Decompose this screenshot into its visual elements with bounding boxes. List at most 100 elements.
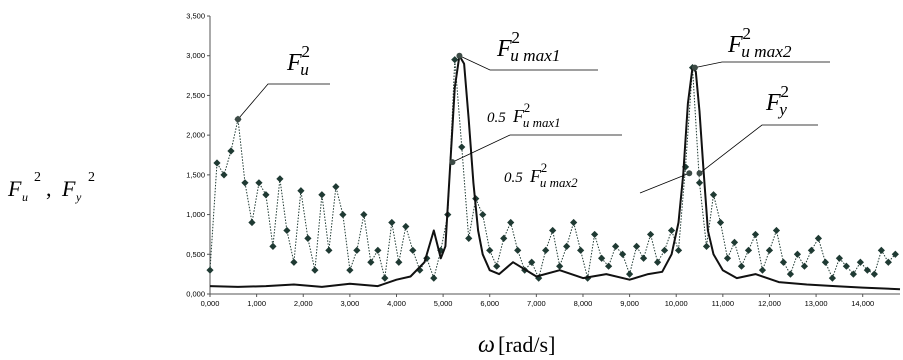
annotation-fy: Fy2	[696, 82, 818, 177]
x-tick-label: 7,000	[527, 299, 546, 308]
data-point-fu	[402, 222, 410, 231]
data-point-fu	[339, 210, 347, 219]
annotation-leader	[459, 55, 598, 71]
annotation-marker	[456, 52, 463, 59]
annotation-sub: u max2	[540, 175, 578, 190]
y-label-base1: F	[7, 176, 22, 201]
data-point-fu	[535, 274, 543, 282]
annotation-sup: 2	[541, 160, 547, 175]
data-point-fu	[542, 246, 550, 254]
annotation-leader	[452, 134, 622, 163]
y-axis-label: F u 2 , F y 2	[7, 170, 95, 204]
data-point-fu	[863, 266, 871, 274]
data-point-fu	[318, 191, 326, 199]
annotation-base: F	[529, 166, 542, 186]
data-point-fu	[619, 250, 627, 258]
annotation-base: F	[512, 106, 525, 126]
data-point-fu	[884, 258, 892, 266]
annotation-base: F	[727, 32, 743, 58]
data-point-fu	[632, 242, 641, 250]
data-point-fu	[241, 179, 249, 187]
annotation-sub: y	[777, 100, 787, 119]
data-point-fu	[311, 266, 319, 274]
data-point-fu	[248, 218, 256, 227]
data-point-fu	[577, 246, 585, 254]
data-point-fu	[891, 250, 899, 258]
x-tick-label: 14,000	[851, 299, 874, 308]
data-point-fu	[486, 246, 494, 254]
x-tick-label: 12,000	[758, 299, 781, 308]
annotation-sub: u max1	[510, 46, 560, 65]
data-point-fu	[639, 254, 648, 262]
data-point-fu	[667, 226, 676, 235]
data-point-fu	[716, 218, 725, 227]
x-tick-label: 8,000	[574, 299, 593, 308]
data-point-fu	[737, 262, 746, 270]
annotation-marker	[686, 170, 693, 177]
y-label-base2: F	[61, 176, 76, 201]
data-point-fu	[283, 226, 291, 235]
data-point-fu	[409, 246, 417, 254]
data-point-fu	[227, 147, 235, 155]
data-point-fu	[297, 187, 305, 195]
annotation-sub: u max2	[741, 42, 792, 61]
data-point-fu	[835, 254, 843, 262]
data-point-fu	[702, 242, 711, 250]
x-tick-label: 11,000	[712, 299, 734, 308]
data-point-fu	[458, 143, 466, 151]
data-point-fu	[779, 258, 788, 266]
data-point-fu	[828, 274, 836, 282]
data-point-fu	[213, 159, 221, 167]
annotation-marker	[696, 170, 703, 177]
data-point-fu	[793, 250, 802, 258]
data-point-fu	[653, 258, 662, 266]
data-point-fu	[723, 254, 732, 262]
data-point-fu	[255, 179, 263, 187]
y-tick-label: 1,500	[186, 170, 205, 179]
data-point-fu	[730, 238, 739, 246]
y-label-sep: ,	[46, 176, 52, 201]
data-point-fu	[660, 246, 669, 254]
y-tick-label: 1,000	[186, 210, 205, 219]
data-point-fu	[269, 242, 277, 250]
data-point-fu	[332, 183, 340, 191]
data-point-fu	[528, 258, 536, 266]
data-point-fu	[367, 258, 375, 266]
data-point-fu	[395, 258, 403, 266]
annotation-sub: u	[300, 60, 309, 79]
annotation-sup: 2	[780, 82, 789, 101]
series-line-fy	[209, 54, 901, 291]
data-point-fu	[346, 266, 354, 274]
y-tick-label: 3,000	[186, 51, 205, 60]
annotation-coef: 0.5	[504, 170, 523, 186]
annotation-base: F	[765, 90, 781, 116]
data-point-fu	[821, 258, 830, 266]
annotation-leader	[639, 172, 690, 194]
data-point-fu	[786, 270, 795, 278]
y-ticks: 0,000 0,500 1,000 1,500 2,000 2,500 3,000 3,500	[186, 12, 210, 299]
data-point-fu	[290, 258, 298, 266]
data-point-fu	[381, 274, 389, 282]
data-point-fu	[206, 266, 214, 274]
y-tick-label: 2,000	[186, 131, 205, 140]
x-tick-label: 13,000	[805, 299, 828, 308]
data-point-fu	[325, 246, 333, 254]
data-point-fu	[500, 234, 508, 242]
annotation-sup: 2	[742, 24, 751, 43]
y-tick-label: 0,000	[186, 290, 205, 299]
data-point-fu	[563, 242, 571, 250]
annotation-leader	[699, 124, 818, 174]
y-label-sup2: 2	[88, 170, 95, 185]
data-point-fu	[507, 218, 515, 227]
y-label-sub2: y	[75, 190, 82, 204]
data-point-fu	[612, 242, 620, 250]
data-point-fu	[772, 226, 781, 235]
data-point-fu	[465, 234, 473, 242]
data-point-fu	[591, 230, 599, 239]
data-point-fu	[856, 258, 864, 266]
x-label-symbol: ω	[478, 332, 495, 358]
data-point-fu	[493, 262, 501, 270]
data-point-fu	[220, 171, 228, 179]
